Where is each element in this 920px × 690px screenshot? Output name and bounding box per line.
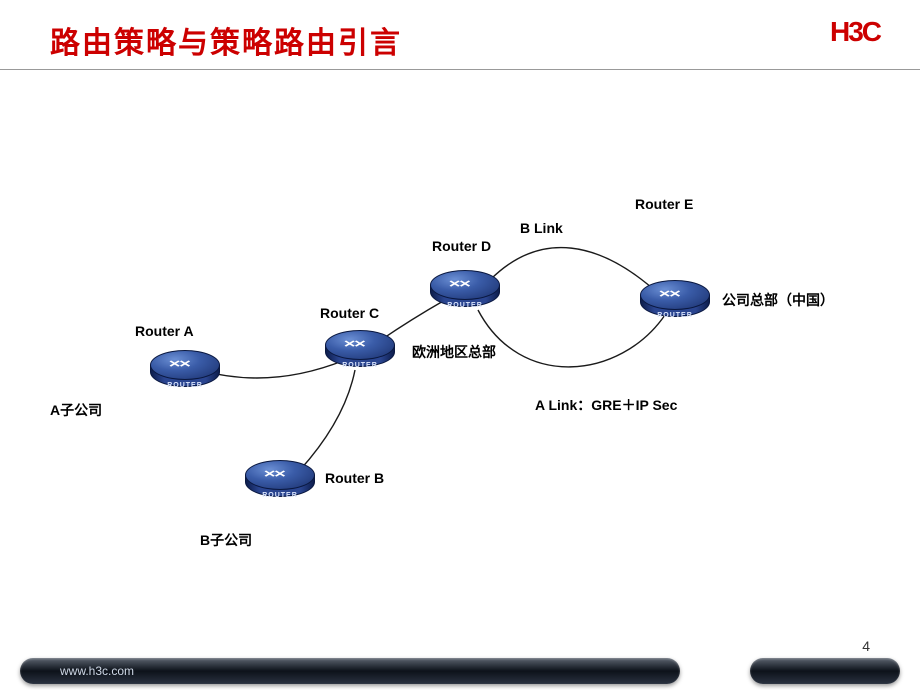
- site-label-A: A子公司: [50, 400, 102, 420]
- router-label-D: Router D: [432, 238, 491, 254]
- footer-url: www.h3c.com: [60, 664, 134, 678]
- link-D-E: [490, 248, 660, 295]
- slide-title: 路由策略与策略路由引言: [50, 18, 870, 62]
- site-label-E: 公司总部（中国）: [722, 290, 834, 310]
- slide-header: 路由策略与策略路由引言 H3C: [0, 0, 920, 70]
- router-D: ✕✕ROUTER: [430, 270, 500, 320]
- footer-bar-left: www.h3c.com: [20, 658, 680, 684]
- h3c-logo: H3C: [830, 16, 880, 48]
- router-label-C: Router C: [320, 305, 379, 321]
- router-label-A: Router A: [135, 323, 194, 339]
- link-B-C: [300, 370, 355, 470]
- footer-bar-right: [750, 658, 900, 684]
- link-A-C: [200, 360, 345, 378]
- link-label-D-E: B Link: [520, 220, 563, 236]
- network-diagram: B Link A Link：GRE＋IP Sec ✕✕ROUTER Router A A…: [0, 70, 920, 640]
- router-C: ✕✕ROUTER: [325, 330, 395, 380]
- site-label-B: B子公司: [200, 530, 252, 550]
- router-label-B: Router B: [325, 470, 384, 486]
- router-A: ✕✕ROUTER: [150, 350, 220, 400]
- slide-footer: www.h3c.com 4: [0, 650, 920, 690]
- router-label-E: Router E: [635, 196, 693, 212]
- link-D-E: [478, 310, 665, 367]
- router-E: ✕✕ROUTER: [640, 280, 710, 330]
- page-number: 4: [862, 638, 870, 654]
- site-label-C: 欧洲地区总部: [412, 342, 496, 362]
- router-B: ✕✕ROUTER: [245, 460, 315, 510]
- link-label-D-E: A Link：GRE＋IP Sec: [535, 395, 677, 415]
